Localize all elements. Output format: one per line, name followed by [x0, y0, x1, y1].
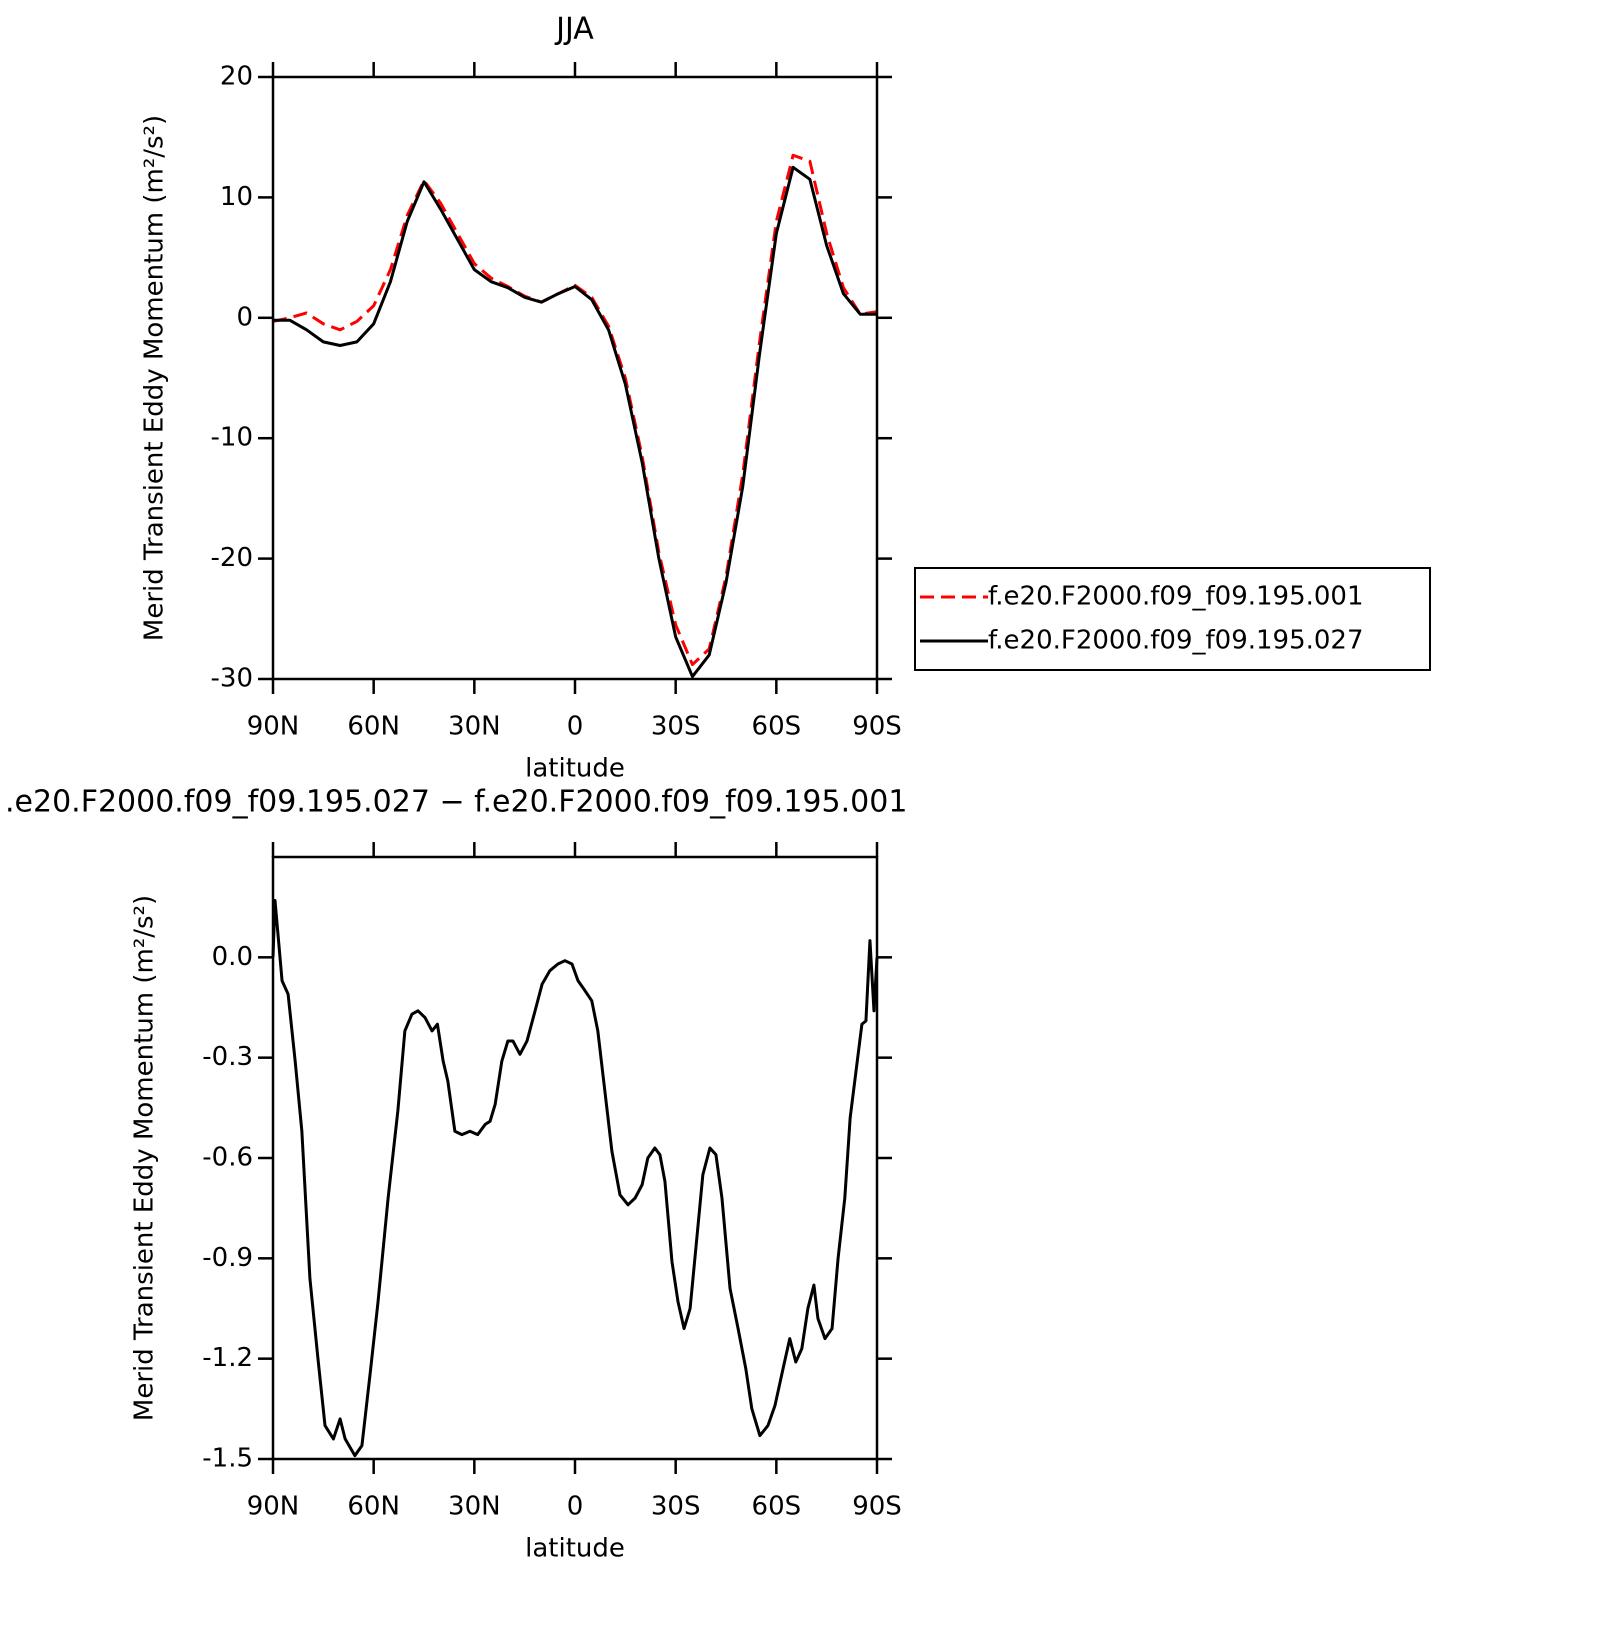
- plot-frame: [271, 855, 879, 1461]
- x-tick-label: 30S: [651, 712, 701, 742]
- x-tick-label: 60N: [347, 1492, 400, 1522]
- x-tick-label: 0: [567, 1492, 584, 1522]
- y-axis-label: Merid Transient Eddy Momentum (m²/s²): [130, 895, 160, 1421]
- x-tick-label: 90S: [852, 1492, 902, 1522]
- x-tick-label: 90S: [852, 712, 902, 742]
- y-tick-label: 0.0: [212, 942, 253, 972]
- legend-label: f.e20.F2000.f09_f09.195.027: [988, 626, 1364, 656]
- x-axis-label: latitude: [525, 1534, 625, 1564]
- data-line: [273, 165, 877, 679]
- y-tick-label: -30: [211, 664, 253, 694]
- y-tick-label: 10: [220, 182, 253, 212]
- x-tick-label: 60N: [347, 712, 400, 742]
- data-line: [272, 153, 878, 667]
- x-tick-label: 0: [567, 712, 584, 742]
- x-tick-label: 90N: [247, 712, 300, 742]
- x-tick-label: 60S: [752, 712, 802, 742]
- y-tick-label: -10: [211, 423, 253, 453]
- chart-title: JJA: [554, 12, 594, 47]
- x-tick-label: 30N: [448, 1492, 501, 1522]
- y-tick-label: -1.5: [202, 1444, 253, 1474]
- y-tick-label: -0.6: [202, 1143, 253, 1173]
- x-tick-label: 30S: [651, 1492, 701, 1522]
- chart-title: .e20.F2000.f09_f09.195.027 − f.e20.F2000…: [5, 785, 907, 820]
- legend-box: [914, 567, 1431, 671]
- y-tick-label: -0.3: [202, 1042, 253, 1072]
- y-tick-label: -0.9: [202, 1243, 253, 1273]
- legend-label: f.e20.F2000.f09_f09.195.001: [988, 582, 1364, 612]
- x-axis-label: latitude: [525, 754, 625, 784]
- y-axis-label: Merid Transient Eddy Momentum (m²/s²): [140, 115, 170, 641]
- y-tick-label: -20: [211, 543, 253, 573]
- data-line: [271, 898, 879, 1458]
- y-tick-label: 0: [236, 302, 253, 332]
- x-tick-label: 90N: [247, 1492, 300, 1522]
- y-tick-label: 20: [220, 62, 253, 92]
- x-tick-label: 60S: [752, 1492, 802, 1522]
- y-tick-label: -1.2: [202, 1343, 253, 1373]
- x-tick-label: 30N: [448, 712, 501, 742]
- plot-frame: [271, 75, 879, 681]
